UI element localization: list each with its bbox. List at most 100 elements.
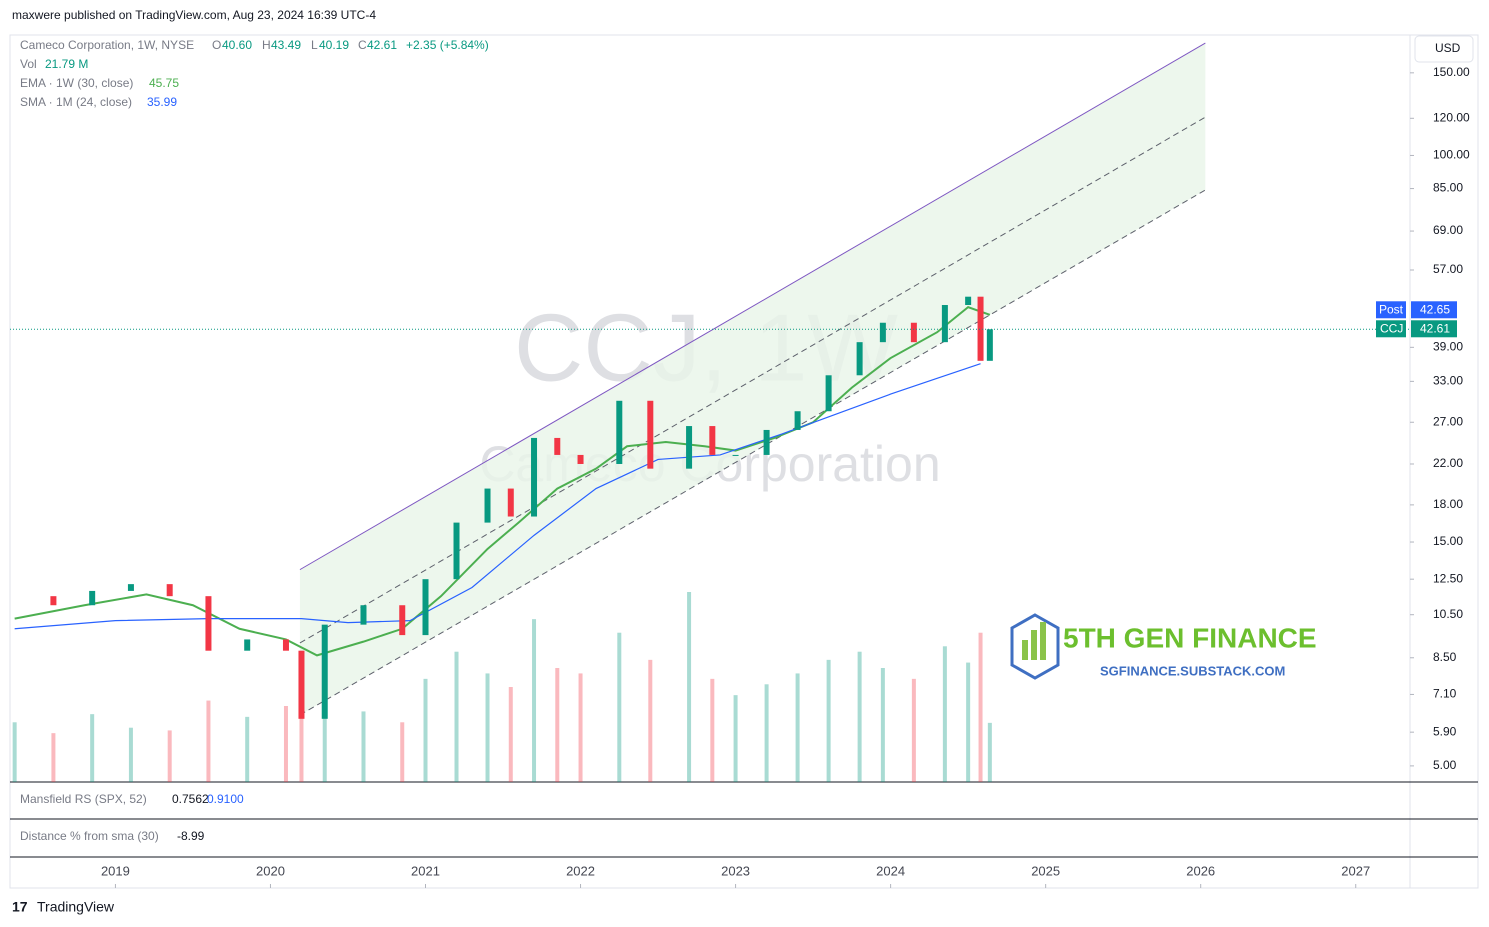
- last-price: 42.61: [1420, 321, 1450, 335]
- candle-body: [794, 411, 801, 430]
- candle-body: [89, 590, 96, 606]
- x-tick-label: 2026: [1186, 863, 1215, 878]
- candle-body: [965, 296, 972, 306]
- candle-body: [686, 426, 693, 469]
- candle-body: [399, 605, 406, 636]
- legend-change: +2.35 (+5.84%): [406, 38, 489, 52]
- candle-body: [453, 522, 460, 580]
- volume-bar: [555, 668, 560, 782]
- sma-line: [14, 363, 981, 630]
- candle-body: [647, 400, 654, 469]
- channel-upper: [299, 42, 1206, 571]
- currency: USD: [1435, 41, 1461, 55]
- legend-vol-label: Vol: [20, 57, 37, 71]
- mansfield-label: Mansfield RS (SPX, 52): [20, 792, 147, 806]
- candle-body: [616, 400, 623, 464]
- legend-ema: 45.75: [149, 76, 179, 90]
- y-tick-label: 33.00: [1433, 374, 1463, 388]
- y-tick-label: 5.90: [1433, 724, 1457, 738]
- candle-body: [166, 584, 173, 597]
- channel-middle: [299, 116, 1206, 644]
- candle-body: [422, 579, 429, 636]
- volume-bar: [454, 651, 459, 782]
- candle-body: [282, 639, 289, 651]
- candle-body: [709, 426, 716, 455]
- candle-body: [763, 429, 770, 455]
- y-tick-label: 85.00: [1433, 181, 1463, 195]
- volume-bar: [245, 716, 250, 782]
- logo-bar: [1040, 622, 1046, 660]
- y-tick-label: 22.00: [1433, 456, 1463, 470]
- legend-open: 40.60: [222, 38, 252, 52]
- candle-body: [986, 329, 993, 361]
- logo: 5TH GEN FINANCE SGFINANCE.SUBSTACK.COM: [1010, 613, 1317, 680]
- volume-bar: [423, 678, 428, 782]
- legend-close: 42.61: [367, 38, 397, 52]
- candle-body: [941, 305, 948, 343]
- y-tick-label: 5.00: [1433, 758, 1457, 772]
- volume-bar: [299, 659, 304, 782]
- volume-bar: [978, 632, 983, 782]
- volume-bar: [361, 711, 366, 782]
- candle-body: [507, 488, 514, 517]
- volume-bar: [795, 673, 800, 782]
- volume-bar: [733, 695, 738, 782]
- x-tick-label: 2025: [1031, 863, 1060, 878]
- plot-area: [10, 42, 1410, 782]
- candle-body: [531, 437, 538, 517]
- channel-fill: [299, 43, 1206, 715]
- logo-url: SGFINANCE.SUBSTACK.COM: [1100, 663, 1285, 678]
- candle-body: [484, 488, 491, 523]
- currency-button[interactable]: [1414, 35, 1474, 63]
- x-tick-label: 2023: [721, 863, 750, 878]
- volume-bar: [987, 722, 992, 782]
- candle-body: [856, 342, 863, 376]
- y-tick-label: 7.10: [1433, 687, 1457, 701]
- y-tick-label: 39.00: [1433, 339, 1463, 353]
- candle-body: [910, 322, 917, 343]
- volume-bar: [206, 700, 211, 782]
- mansfield-value: 0.7562: [172, 792, 209, 806]
- post-label: Post: [1379, 302, 1404, 316]
- volume-bar: [578, 673, 583, 782]
- y-tick-label: 27.00: [1433, 414, 1463, 428]
- volume-bar: [687, 592, 692, 782]
- legend-h-label: H: [262, 38, 271, 52]
- y-tick-label: 57.00: [1433, 262, 1463, 276]
- tv-icon: 17: [12, 899, 28, 915]
- y-tick-label: 100.00: [1433, 148, 1470, 162]
- candle-body: [244, 639, 251, 651]
- publish-info: maxwere published on TradingView.com, Au…: [12, 8, 376, 22]
- candle-body: [50, 596, 57, 606]
- y-tick-label: 120.00: [1433, 110, 1470, 124]
- x-tick-label: 2019: [101, 863, 130, 878]
- legend-ema-label: EMA · 1W (30, close): [20, 76, 133, 90]
- post-price-tag: [1411, 301, 1457, 319]
- volume-bar: [966, 662, 971, 782]
- pane-legends: Mansfield RS (SPX, 52) 0.7562 0.9100 Dis…: [20, 792, 244, 843]
- candle-body: [360, 605, 367, 625]
- volume-bar: [764, 684, 769, 782]
- ema-line: [14, 306, 991, 657]
- volume-bar: [400, 722, 405, 782]
- volume-bar: [283, 706, 288, 782]
- volume-bar: [857, 651, 862, 782]
- volume-bar: [12, 722, 17, 782]
- volume-bar: [90, 714, 95, 782]
- y-tick-label: 150.00: [1433, 65, 1470, 79]
- candle-body: [825, 375, 832, 412]
- chart-frame: [9, 34, 1479, 889]
- legend-c-label: C: [358, 38, 367, 52]
- distance-label: Distance % from sma (30): [20, 829, 159, 843]
- legend-high: 43.49: [271, 38, 301, 52]
- x-tick-label: 2027: [1341, 863, 1370, 878]
- mansfield-value: 0.9100: [207, 792, 244, 806]
- candle-body: [321, 624, 328, 719]
- logo-bar: [1031, 630, 1037, 660]
- symbol-label: CCJ: [1380, 321, 1403, 335]
- y-tick-label: 18.00: [1433, 497, 1463, 511]
- symbol-tag: [1376, 320, 1406, 338]
- volume-bar: [911, 678, 916, 782]
- volume-bar: [322, 700, 327, 782]
